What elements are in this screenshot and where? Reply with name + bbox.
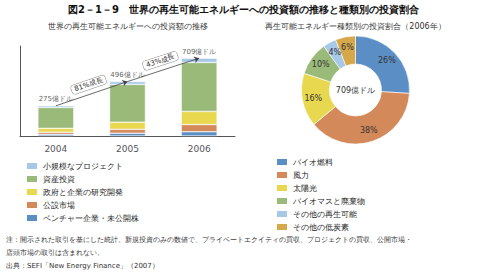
svg-text:4%: 4% [328,48,341,57]
svg-text:ベンチャー企業・未公開株: ベンチャー企業・未公開株 [43,214,139,223]
svg-text:26%: 26% [378,56,396,65]
svg-text:10%: 10% [312,60,330,69]
svg-text:公設市場: 公設市場 [43,201,75,210]
svg-text:店頭市場の取引は含まれない。: 店頭市場の取引は含まれない。 [6,249,104,257]
svg-text:16%: 16% [304,94,322,103]
svg-text:709億ドル: 709億ドル [182,48,216,56]
svg-text:小規模なプロジェクト: 小規模なプロジェクト [43,162,123,171]
svg-text:再生可能エネルギー種類別の投資割合（2006年）: 再生可能エネルギー種類別の投資割合（2006年） [265,22,445,31]
svg-text:2004: 2004 [44,144,67,154]
svg-text:政府と企業の研究開発: 政府と企業の研究開発 [43,188,123,197]
svg-text:太陽光: 太陽光 [293,184,317,193]
svg-text:出典：SEFI「New Energy Finance」（20: 出典：SEFI「New Energy Finance」（2007） [6,262,159,270]
svg-text:バイオ燃料: バイオ燃料 [292,158,333,167]
svg-text:資産投資: 資産投資 [43,175,75,184]
svg-text:43%成長: 43%成長 [145,52,176,69]
svg-text:注：開示された取引を基にした統計。新規投資のみの数値で、プラ: 注：開示された取引を基にした統計。新規投資のみの数値で、プライベートエクイティの… [6,236,412,244]
svg-text:その他の低炭素: その他の低炭素 [293,223,349,232]
svg-text:世界の再生可能エネルギーへの投資額の推移: 世界の再生可能エネルギーへの投資額の推移 [48,22,208,31]
svg-text:496億ドル: 496億ドル [110,71,145,80]
svg-text:275億ドル: 275億ドル [38,95,73,104]
svg-text:風力: 風力 [293,171,309,180]
svg-text:2005: 2005 [116,144,139,154]
svg-text:図2－1－9 世界の再生可能エネルギーへの投資額の推移と種類: 図2－1－9 世界の再生可能エネルギーへの投資額の推移と種類別の投資割合 [68,4,420,16]
svg-text:6%: 6% [341,43,354,52]
svg-text:81%成長: 81%成長 [73,76,104,93]
svg-text:バイオマスと廃棄物: バイオマスと廃棄物 [292,197,365,206]
svg-text:その他の再生可能: その他の再生可能 [293,210,357,219]
svg-text:709億ドル: 709億ドル [336,86,375,95]
svg-text:38%: 38% [360,126,378,135]
svg-text:2006: 2006 [188,144,211,154]
